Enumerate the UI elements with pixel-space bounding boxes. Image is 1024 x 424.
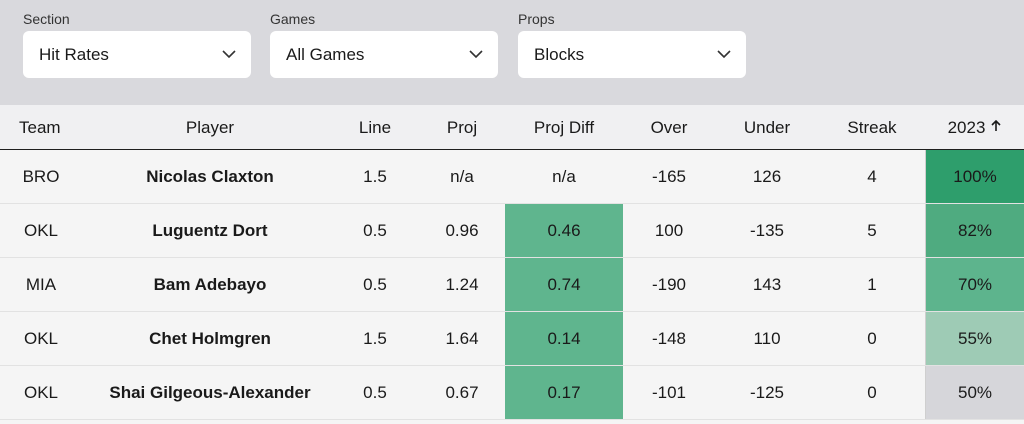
props-filter-label: Props xyxy=(518,11,555,27)
under-cell: 143 xyxy=(752,274,782,294)
proj-diff-cell: 0.14 xyxy=(505,312,623,365)
section-select[interactable]: Hit Rates xyxy=(23,31,251,78)
under-cell: -135 xyxy=(749,220,785,240)
over-cell: -148 xyxy=(651,328,687,348)
under-cell: 110 xyxy=(753,328,781,348)
header-proj-diff[interactable]: Proj Diff xyxy=(533,117,595,137)
player-cell: Nicolas Claxton xyxy=(146,166,274,186)
proj-diff-cell: 0.17 xyxy=(505,366,623,419)
header-player[interactable]: Player xyxy=(185,117,235,137)
section-filter-label: Section xyxy=(23,11,70,27)
chevron-down-icon xyxy=(716,47,732,63)
header-proj[interactable]: Proj xyxy=(446,117,478,137)
season-pct-cell: 50% xyxy=(925,366,1024,419)
streak-cell: 0 xyxy=(867,382,877,402)
season-pct-cell: 70% xyxy=(925,258,1024,311)
season-pct-cell: 82% xyxy=(925,204,1024,257)
player-cell: Chet Holmgren xyxy=(149,328,271,348)
season-pct-cell: 55% xyxy=(925,312,1024,365)
header-team[interactable]: Team xyxy=(19,117,61,137)
proj-cell: 1.24 xyxy=(445,274,479,294)
under-cell: -125 xyxy=(749,382,785,402)
chevron-down-icon xyxy=(221,47,237,63)
header-streak[interactable]: Streak xyxy=(847,117,897,137)
table-row[interactable]: OKL Luguentz Dort 0.5 0.96 0.46 100 -135 5 82% xyxy=(0,204,1024,258)
arrow-up-icon xyxy=(991,119,1001,136)
over-cell: -101 xyxy=(651,382,687,402)
team-cell: OKL xyxy=(23,220,59,240)
table-row[interactable]: OKL Shai Gilgeous-Alexander 0.5 0.67 0.17 -10… xyxy=(0,366,1024,420)
header-line[interactable]: Line xyxy=(358,117,392,137)
over-cell: -190 xyxy=(651,274,687,294)
player-cell: Bam Adebayo xyxy=(153,274,267,294)
team-cell: OKL xyxy=(23,328,59,348)
games-select[interactable]: All Games xyxy=(270,31,498,78)
streak-cell: 0 xyxy=(867,328,877,348)
section-select-value: Hit Rates xyxy=(39,44,109,64)
header-under[interactable]: Under xyxy=(743,117,791,137)
under-cell: 126 xyxy=(752,166,782,186)
proj-diff-cell: n/a xyxy=(552,166,576,186)
props-select[interactable]: Blocks xyxy=(518,31,746,78)
table-row[interactable]: BRO Nicolas Claxton 1.5 n/a n/a -165 126 4 100% xyxy=(0,150,1024,204)
over-cell: 100 xyxy=(654,220,684,240)
header-over[interactable]: Over xyxy=(650,117,688,137)
team-cell: BRO xyxy=(22,166,60,186)
line-cell: 1.5 xyxy=(363,166,387,186)
chevron-down-icon xyxy=(468,47,484,63)
table-row[interactable]: OKL Chet Holmgren 1.5 1.64 0.14 -148 110 0 55% xyxy=(0,312,1024,366)
header-2023[interactable]: 2023 xyxy=(925,105,1024,150)
player-cell: Luguentz Dort xyxy=(152,220,268,240)
team-cell: OKL xyxy=(23,382,59,402)
games-filter-label: Games xyxy=(270,11,316,27)
props-select-value: Blocks xyxy=(534,44,585,64)
over-cell: -165 xyxy=(651,166,687,186)
hit-rates-table: Team Player Line Proj Proj Diff Over Und… xyxy=(0,105,1024,424)
proj-cell: 0.96 xyxy=(445,220,479,240)
table-header: Team Player Line Proj Proj Diff Over Und… xyxy=(0,105,1024,150)
line-cell: 0.5 xyxy=(363,382,387,402)
streak-cell: 5 xyxy=(867,220,877,240)
line-cell: 0.5 xyxy=(363,274,387,294)
proj-diff-cell: 0.74 xyxy=(505,258,623,311)
header-2023-label: 2023 xyxy=(947,117,986,137)
player-cell: Shai Gilgeous-Alexander xyxy=(109,382,311,402)
season-pct-cell: 100% xyxy=(925,150,1024,203)
streak-cell: 1 xyxy=(867,274,877,294)
proj-cell: n/a xyxy=(450,166,474,186)
line-cell: 1.5 xyxy=(363,328,387,348)
filter-bar: Section Hit Rates Games All Games Props … xyxy=(0,0,1024,105)
line-cell: 0.5 xyxy=(363,220,387,240)
proj-cell: 0.67 xyxy=(445,382,479,402)
proj-diff-cell: 0.46 xyxy=(505,204,623,257)
proj-cell: 1.64 xyxy=(445,328,479,348)
table-row[interactable]: MIA Bam Adebayo 0.5 1.24 0.74 -190 143 1 70% xyxy=(0,258,1024,312)
team-cell: MIA xyxy=(25,274,57,294)
games-select-value: All Games xyxy=(286,44,365,64)
streak-cell: 4 xyxy=(867,166,877,186)
